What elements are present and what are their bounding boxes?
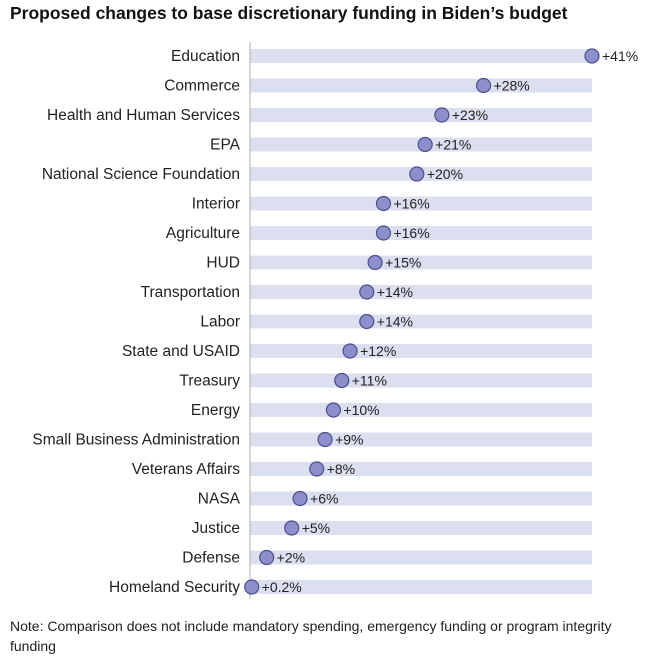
data-label: +23% — [452, 107, 488, 123]
data-label: +14% — [377, 314, 413, 330]
data-point — [284, 520, 300, 536]
data-point — [475, 77, 492, 94]
bar-track — [250, 78, 592, 93]
data-label: +8% — [327, 461, 355, 477]
bar-track — [250, 373, 592, 388]
data-point — [375, 195, 392, 212]
data-label: +6% — [310, 491, 338, 507]
category-label: Veterans Affairs — [132, 461, 241, 478]
data-label: +12% — [360, 343, 396, 359]
data-point — [367, 254, 383, 271]
category-label: EPA — [210, 137, 241, 154]
bar-track — [250, 314, 592, 329]
bar-track — [250, 285, 592, 299]
dot-chart: Education +41% Commerce +28% Health and Huma… — [32, 42, 638, 599]
chart-note: Note: Comparison does not include mandat… — [10, 618, 612, 654]
category-label: Small Business Administration — [32, 432, 240, 449]
bar-track — [250, 432, 592, 447]
bar-track — [250, 521, 592, 535]
data-point — [325, 402, 342, 418]
data-label: +16% — [393, 196, 429, 212]
bar-track — [250, 580, 592, 594]
data-label: +20% — [427, 166, 463, 182]
data-label: +14% — [377, 284, 413, 300]
data-label: +21% — [435, 137, 471, 153]
category-label: Treasury — [179, 373, 240, 390]
data-label: +9% — [335, 432, 363, 448]
data-label: +41% — [602, 48, 638, 64]
data-point — [244, 579, 260, 595]
data-label: +11% — [352, 373, 387, 389]
data-point — [584, 48, 600, 64]
category-label: State and USAID — [122, 343, 240, 360]
data-point — [375, 225, 392, 241]
data-label: +16% — [393, 225, 429, 241]
data-label: +0.2% — [262, 579, 302, 595]
bar-track — [250, 196, 592, 211]
bar-track — [250, 255, 592, 270]
data-point — [259, 549, 275, 566]
category-label: Health and Human Services — [47, 107, 240, 124]
bar-track — [250, 403, 592, 417]
category-label: Interior — [192, 196, 240, 213]
bar-track — [250, 49, 592, 63]
category-label: National Science Foundation — [42, 166, 240, 183]
data-point — [409, 166, 425, 182]
category-label: Transportation — [141, 284, 240, 301]
category-label: Defense — [182, 550, 240, 567]
data-point — [359, 284, 375, 300]
data-label: +5% — [302, 520, 330, 536]
data-point — [317, 431, 333, 448]
bar-track — [250, 226, 592, 240]
data-label: +2% — [277, 550, 305, 566]
category-label: Commerce — [164, 78, 240, 95]
data-label: +10% — [343, 402, 379, 418]
category-label: NASA — [198, 491, 241, 508]
bar-track — [250, 491, 592, 506]
category-label: Labor — [200, 314, 240, 331]
data-label: +15% — [385, 255, 421, 271]
category-label: Homeland Security — [109, 579, 240, 596]
data-point — [334, 372, 350, 389]
bar-track — [250, 462, 592, 476]
category-label: HUD — [206, 255, 240, 272]
category-label: Justice — [192, 520, 240, 537]
category-label: Agriculture — [166, 225, 240, 242]
category-label: Education — [171, 48, 240, 65]
data-point — [342, 343, 358, 359]
chart-title: Proposed changes to base discretionary f… — [10, 3, 568, 23]
bar-track — [250, 550, 592, 565]
bar-track — [250, 108, 592, 122]
category-label: Energy — [191, 402, 240, 419]
data-point — [359, 313, 375, 330]
data-label: +28% — [494, 78, 530, 94]
data-point — [292, 490, 308, 507]
data-point — [309, 461, 325, 477]
data-point — [417, 136, 433, 153]
data-point — [434, 107, 450, 123]
bar-track — [250, 344, 592, 358]
